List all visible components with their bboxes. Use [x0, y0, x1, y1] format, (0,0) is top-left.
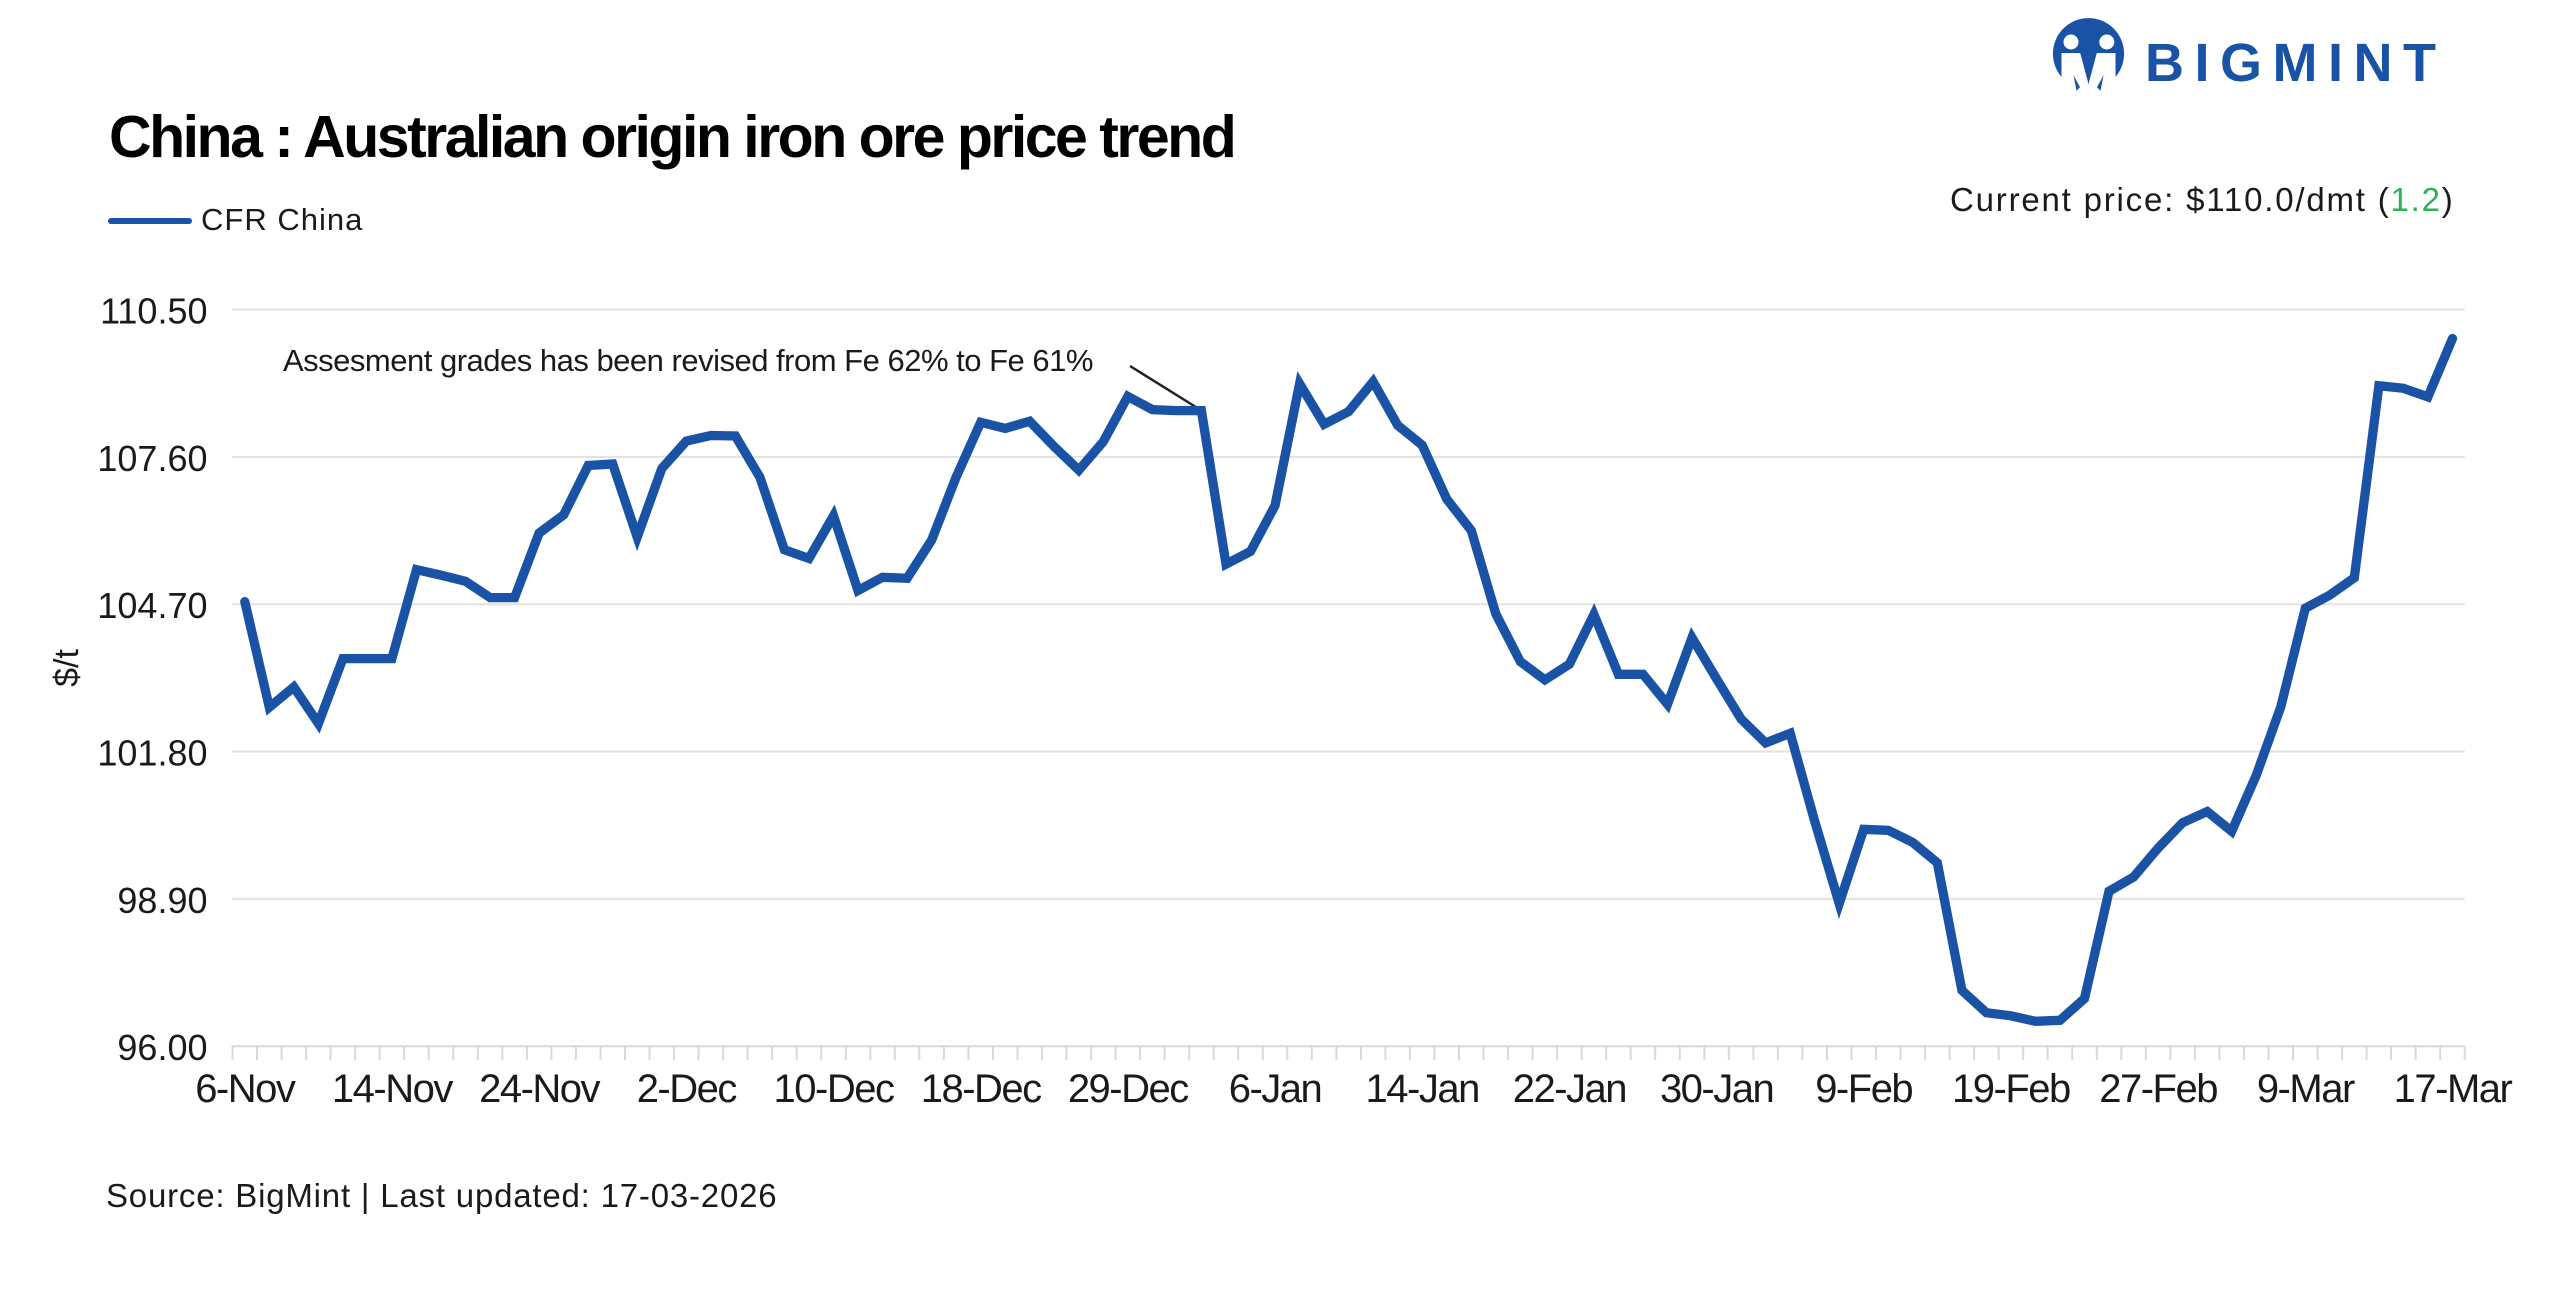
svg-text:9-Mar: 9-Mar: [2257, 1067, 2355, 1111]
svg-text:17-Mar: 17-Mar: [2394, 1067, 2513, 1111]
svg-text:30-Jan: 30-Jan: [1660, 1067, 1773, 1111]
svg-text:27-Feb: 27-Feb: [2099, 1067, 2217, 1111]
svg-text:6-Jan: 6-Jan: [1229, 1067, 1322, 1111]
svg-text:9-Feb: 9-Feb: [1815, 1067, 1912, 1111]
svg-text:104.70: 104.70: [97, 585, 207, 626]
svg-text:24-Nov: 24-Nov: [479, 1067, 600, 1111]
svg-text:14-Nov: 14-Nov: [332, 1067, 453, 1111]
svg-text:6-Nov: 6-Nov: [195, 1067, 296, 1111]
svg-text:107.60: 107.60: [97, 438, 207, 479]
svg-text:Assesment grades has been revi: Assesment grades has been revised from F…: [283, 343, 1093, 378]
svg-text:29-Dec: 29-Dec: [1068, 1067, 1188, 1111]
svg-text:22-Jan: 22-Jan: [1513, 1067, 1626, 1111]
svg-text:96.00: 96.00: [117, 1027, 207, 1068]
svg-text:14-Jan: 14-Jan: [1366, 1067, 1479, 1111]
svg-text:18-Dec: 18-Dec: [921, 1067, 1041, 1111]
svg-text:BIGMINT: BIGMINT: [2145, 33, 2446, 93]
svg-text:101.80: 101.80: [97, 733, 207, 774]
svg-text:19-Feb: 19-Feb: [1952, 1067, 2070, 1111]
svg-text:110.50: 110.50: [100, 291, 207, 332]
svg-text:2-Dec: 2-Dec: [637, 1067, 737, 1111]
svg-text:10-Dec: 10-Dec: [774, 1067, 894, 1111]
svg-text:98.90: 98.90: [117, 880, 207, 921]
svg-text:$/t: $/t: [48, 649, 86, 687]
